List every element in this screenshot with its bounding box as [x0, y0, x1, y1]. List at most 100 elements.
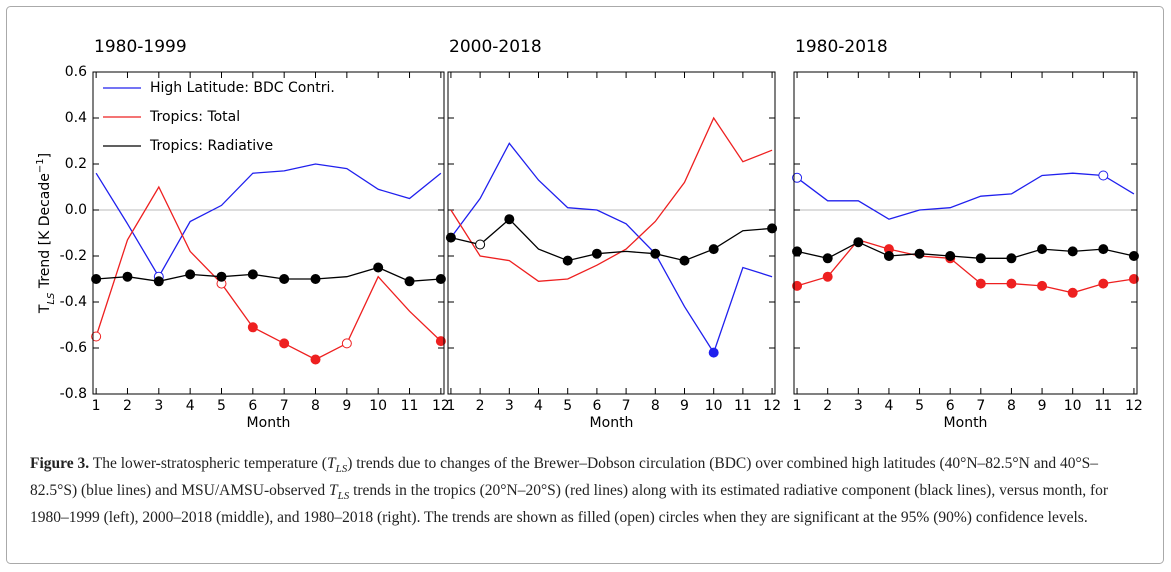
x-tick-label: 9: [342, 398, 351, 414]
x-tick-label: 2: [476, 398, 485, 414]
x-tick-label: 10: [705, 398, 723, 414]
series-line: [450, 116, 773, 282]
point: [708, 347, 719, 358]
caption-part: trends in the tropics (20°N–20°S) (red l…: [30, 482, 1109, 527]
x-axis-label: Month: [590, 415, 634, 431]
panel-title: 1980-1999: [94, 37, 187, 57]
point: [247, 269, 258, 280]
point: [341, 338, 352, 349]
x-tick-label: 12: [1125, 398, 1143, 414]
point: [310, 354, 321, 365]
x-tick-label: 8: [311, 398, 320, 414]
point: [708, 244, 719, 255]
x-axis-label: Month: [944, 415, 988, 431]
point: [822, 253, 833, 264]
x-tick-label: 7: [622, 398, 631, 414]
y-tick-label: -0.2: [60, 248, 87, 264]
point: [1037, 244, 1048, 255]
point: [504, 214, 515, 225]
x-tick-label: 7: [280, 398, 289, 414]
x-tick-label: 11: [734, 398, 752, 414]
point: [975, 278, 986, 289]
plot-frame: [793, 71, 1138, 395]
point: [1098, 170, 1109, 181]
y-tick-label: -0.6: [60, 340, 87, 356]
point: [591, 248, 602, 259]
legend-label: High Latitude: BDC Contri.: [150, 80, 335, 96]
point: [1128, 251, 1139, 261]
x-tick-label: 2: [823, 398, 832, 414]
point: [792, 280, 803, 291]
point: [91, 331, 102, 342]
panel-title: 1980-2018: [795, 37, 888, 57]
x-tick-label: 4: [534, 398, 543, 414]
series-line: [796, 172, 1135, 220]
y-tick-label: 0.6: [65, 64, 87, 80]
series-line: [796, 241, 1135, 259]
point: [792, 172, 803, 183]
point: [216, 271, 227, 282]
x-tick-label: 6: [248, 398, 257, 414]
point: [1098, 244, 1109, 255]
point: [445, 232, 456, 243]
y-tick-label: 0.2: [65, 156, 87, 172]
point: [279, 274, 290, 284]
x-tick-label: 5: [915, 398, 924, 414]
caption: Figure 3. The lower-stratospheric temper…: [30, 453, 1145, 528]
x-tick-label: 5: [217, 398, 226, 414]
legend-label: Tropics: Radiative: [149, 138, 273, 154]
x-tick-label: 11: [401, 398, 419, 414]
x-tick-label: 10: [1064, 398, 1082, 414]
series-line: [450, 142, 773, 355]
x-tick-label: 3: [505, 398, 514, 414]
caption-part: LS: [337, 490, 350, 503]
y-axis-label-part: LS: [46, 292, 57, 305]
point: [1037, 280, 1048, 291]
legend-label: Tropics: Total: [149, 109, 240, 125]
x-tick-label: 1: [446, 398, 455, 414]
caption-part: LS: [335, 463, 348, 476]
x-tick-label: 2: [123, 398, 132, 414]
x-axis-label: Month: [247, 415, 291, 431]
x-tick-label: 9: [680, 398, 689, 414]
y-axis-label-part: T: [37, 304, 53, 314]
y-axis-label: TLS Trend [K Decade−1]: [35, 153, 57, 314]
caption-part: T: [328, 482, 338, 500]
x-tick-label: 3: [854, 398, 863, 414]
x-tick-label: 4: [186, 398, 195, 414]
point: [822, 271, 833, 282]
point: [185, 269, 196, 280]
point: [1067, 246, 1078, 257]
x-tick-label: 1: [793, 398, 802, 414]
panel-title: 2000-2018: [449, 37, 542, 57]
y-tick-label: -0.4: [60, 294, 87, 310]
series-line: [95, 163, 442, 278]
point: [1098, 278, 1109, 289]
y-axis-label-part: Trend [K Decade: [37, 173, 53, 292]
x-tick-label: 9: [1038, 398, 1047, 414]
x-tick-label: 1: [92, 398, 101, 414]
x-tick-label: 12: [432, 398, 450, 414]
point: [373, 262, 384, 273]
y-tick-label: -0.8: [60, 386, 87, 402]
point: [1128, 274, 1139, 284]
point: [945, 251, 956, 261]
x-tick-label: 7: [976, 398, 985, 414]
point: [310, 274, 321, 284]
caption-part: The lower-stratospheric temperature (: [89, 455, 327, 472]
point: [122, 271, 133, 282]
point: [435, 336, 446, 347]
x-tick-label: 4: [884, 398, 893, 414]
x-tick-label: 11: [1094, 398, 1112, 414]
y-axis-label-part: ]: [37, 153, 53, 158]
point: [1006, 253, 1017, 264]
series-line: [450, 218, 773, 262]
y-axis-label-part: −1: [35, 158, 46, 173]
series-line: [95, 185, 442, 361]
plot-frame: [92, 71, 445, 395]
point: [404, 276, 415, 287]
x-tick-label: 12: [763, 398, 781, 414]
plot-frame: [447, 71, 776, 395]
x-tick-label: 8: [1007, 398, 1016, 414]
point: [767, 223, 778, 234]
